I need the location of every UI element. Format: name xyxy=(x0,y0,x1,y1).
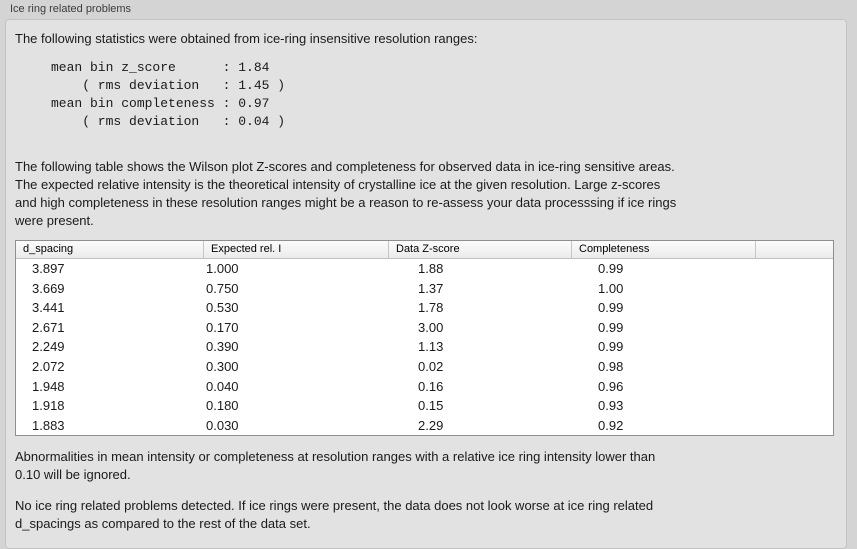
table-row[interactable]: 1.918 0.180 0.15 0.93 xyxy=(16,396,833,416)
table-body: 3.897 1.000 1.88 0.99 3.669 0.750 1.37 1… xyxy=(16,259,833,435)
cell-expected-rel-i: 0.750 xyxy=(206,280,239,296)
column-header-completeness[interactable]: Completeness xyxy=(572,241,756,258)
cell-expected-rel-i: 0.030 xyxy=(206,417,239,433)
cell-d-spacing: 3.669 xyxy=(32,280,65,296)
cell-data-z-score: 2.29 xyxy=(418,417,444,433)
cell-d-spacing: 1.948 xyxy=(32,378,65,394)
cell-data-z-score: 1.13 xyxy=(418,339,444,355)
cell-expected-rel-i: 0.040 xyxy=(206,378,239,394)
column-header-d-spacing[interactable]: d_spacing xyxy=(16,241,204,258)
cell-expected-rel-i: 0.170 xyxy=(206,319,239,335)
cell-completeness: 0.92 xyxy=(598,417,624,433)
cell-data-z-score: 1.88 xyxy=(418,261,444,277)
cell-data-z-score: 0.15 xyxy=(418,398,444,414)
table-row[interactable]: 3.441 0.530 1.78 0.99 xyxy=(16,298,833,318)
table-row[interactable]: 2.072 0.300 0.02 0.98 xyxy=(16,357,833,377)
conclusion-text: No ice ring related problems detected. I… xyxy=(15,497,654,531)
cell-data-z-score: 0.02 xyxy=(418,359,444,374)
cell-completeness: 0.99 xyxy=(598,319,624,335)
groupbox: The following statistics were obtained f… xyxy=(5,19,847,549)
cell-completeness: 0.99 xyxy=(598,300,624,316)
cell-data-z-score: 1.78 xyxy=(418,300,444,316)
ice-ring-panel: { "panel": { "title": "Ice ring related … xyxy=(5,3,847,549)
cell-completeness: 1.00 xyxy=(598,280,624,296)
stats-intro-text: The following statistics were obtained f… xyxy=(15,31,478,46)
cell-d-spacing: 2.671 xyxy=(32,319,65,335)
table-description: The following table shows the Wilson plo… xyxy=(15,159,677,228)
column-header-data-z-score[interactable]: Data Z-score xyxy=(389,241,572,258)
table-row[interactable]: 1.948 0.040 0.16 0.96 xyxy=(16,376,833,396)
cell-d-spacing: 1.918 xyxy=(32,398,65,414)
table-row[interactable]: 3.669 0.750 1.37 1.00 xyxy=(16,279,833,299)
cell-completeness: 0.93 xyxy=(598,398,624,414)
cell-completeness: 0.96 xyxy=(598,378,624,394)
cell-data-z-score: 0.16 xyxy=(418,378,444,394)
cell-completeness: 0.98 xyxy=(598,359,624,374)
cell-d-spacing: 3.441 xyxy=(32,300,65,316)
cell-data-z-score: 3.00 xyxy=(418,319,444,335)
cell-expected-rel-i: 0.530 xyxy=(206,300,239,316)
column-header-spacer xyxy=(756,241,833,258)
table-header-row: d_spacing Expected rel. I Data Z-score C… xyxy=(16,241,833,259)
cell-expected-rel-i: 0.180 xyxy=(206,398,239,414)
cell-d-spacing: 2.072 xyxy=(32,359,65,374)
abnormalities-note: Abnormalities in mean intensity or compl… xyxy=(15,448,656,482)
table-row[interactable]: 1.883 0.030 2.29 0.92 xyxy=(16,415,833,435)
cell-completeness: 0.99 xyxy=(598,261,624,277)
cell-d-spacing: 1.883 xyxy=(32,417,65,433)
ice-ring-table[interactable]: d_spacing Expected rel. I Data Z-score C… xyxy=(15,240,834,436)
cell-data-z-score: 1.37 xyxy=(418,280,444,296)
cell-expected-rel-i: 0.390 xyxy=(206,339,239,355)
table-row[interactable]: 3.897 1.000 1.88 0.99 xyxy=(16,259,833,279)
cell-expected-rel-i: 0.300 xyxy=(206,359,239,374)
cell-completeness: 0.99 xyxy=(598,339,624,355)
stats-block: mean bin z_score : 1.84 ( rms deviation … xyxy=(51,60,286,129)
table-row[interactable]: 2.671 0.170 3.00 0.99 xyxy=(16,318,833,338)
cell-d-spacing: 3.897 xyxy=(32,261,65,277)
groupbox-title: Ice ring related problems xyxy=(10,3,132,15)
column-header-expected-rel-i[interactable]: Expected rel. I xyxy=(204,241,389,258)
table-row[interactable]: 2.249 0.390 1.13 0.99 xyxy=(16,337,833,357)
cell-expected-rel-i: 1.000 xyxy=(206,261,239,277)
cell-d-spacing: 2.249 xyxy=(32,339,65,355)
